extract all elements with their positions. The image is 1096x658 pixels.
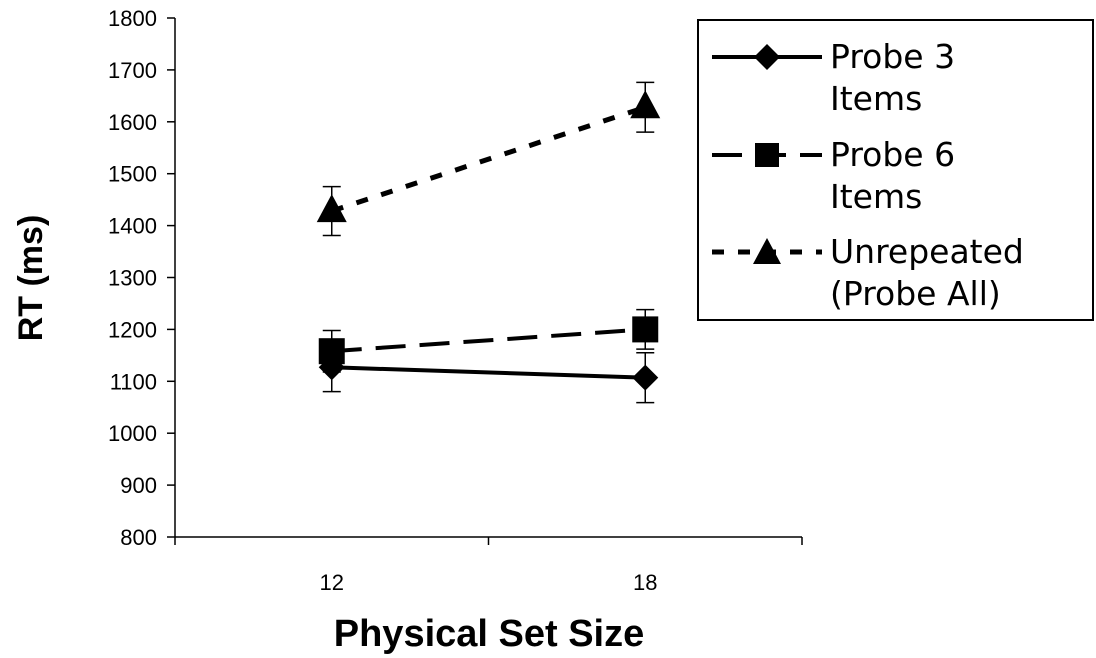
legend-label-unrepeated-line2: (Probe All) [830,274,1001,313]
data-point-square [318,338,345,365]
series-markers [316,90,661,391]
series-lines [330,104,647,380]
legend-box [697,19,1094,321]
y-tick-label: 800 [120,525,157,550]
data-point-triangle [316,194,347,223]
series-line-2 [330,104,647,214]
y-tick-label: 1600 [108,110,157,135]
y-tick-label: 1000 [108,421,157,446]
legend-label-unrepeated-line1: Unrepeated [830,232,1024,271]
legend-label-probe-3-line1: Probe 3 [830,37,955,76]
y-tick-label: 1700 [108,58,157,83]
y-tick-label: 1200 [108,317,157,342]
data-point-square [632,316,659,343]
data-point-triangle [630,90,661,119]
series-line-0 [331,365,646,380]
legend-marker-unrepeated [753,238,781,264]
y-tick-label: 1800 [108,6,157,31]
legend-label-probe-6-line1: Probe 6 [830,135,955,174]
y-tick-label: 900 [120,473,157,498]
y-tick-label: 1100 [110,369,157,394]
axes: 800 900 1000 1100 1200 1300 1400 1500 1600 1700 18… [108,6,803,595]
y-tick-label: 1400 [108,214,157,239]
legend-label-probe-3-line2: Items [830,79,922,118]
data-point-diamond [632,364,659,391]
y-tick-label: 1300 [108,266,157,291]
x-axis-title: Physical Set Size [334,613,645,655]
legend-marker-probe-3 [754,44,780,70]
series-line-1 [331,327,646,354]
y-axis-title: RT (ms) [12,215,50,342]
x-tick-label: 12 [320,570,344,595]
x-tick-label: 18 [633,570,657,595]
error-bars [322,81,655,404]
y-tick-label: 1500 [108,162,157,187]
legend-marker-probe-6 [755,143,779,167]
legend-label-probe-6-line2: Items [830,177,922,216]
legend: Probe 3 Items Probe 6 Items Unrepeated (… [697,19,1094,321]
